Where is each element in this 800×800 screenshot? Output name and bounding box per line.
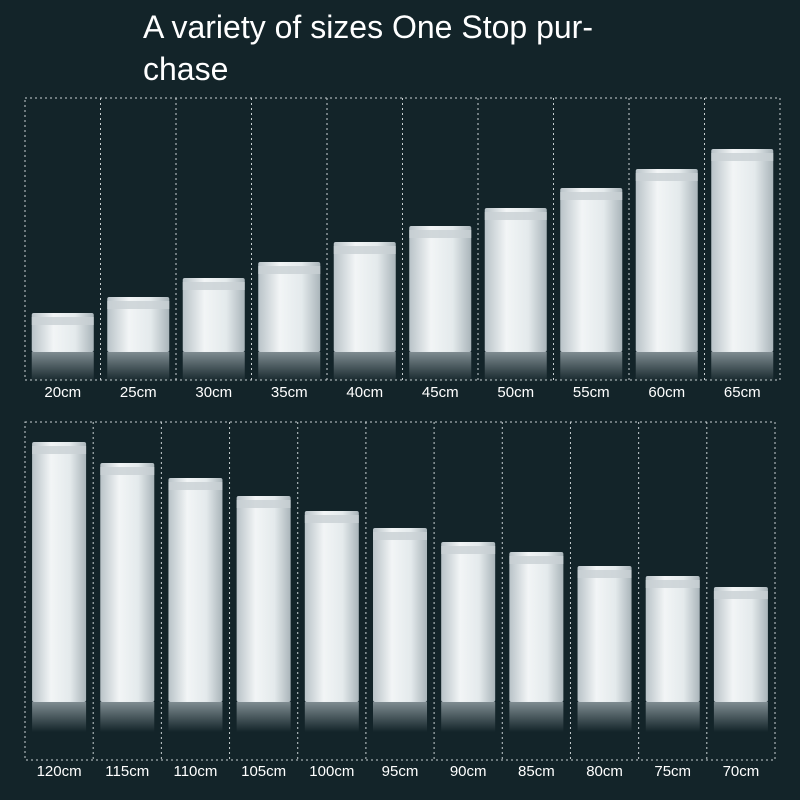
size-label: 75cm [654, 763, 691, 780]
roll-reflection [100, 702, 155, 732]
size-label: 30cm [195, 384, 232, 401]
roll-reflection [236, 702, 291, 732]
roll-reflection [182, 352, 245, 382]
roll-band [373, 532, 427, 540]
roll-band [509, 556, 564, 564]
roll-reflection [711, 352, 774, 382]
roll-reflection [409, 352, 472, 382]
roll-reflection [107, 352, 170, 382]
product-grid: 20cm 25cm 30cm 35cm 40cm 45cm 50cm 55cm 60cm 65cm… [24, 97, 781, 780]
roll-reflection [304, 702, 359, 732]
roll [304, 511, 359, 702]
roll-band [31, 317, 94, 325]
roll-band [409, 230, 472, 238]
roll [635, 169, 698, 352]
roll-band [107, 301, 170, 309]
roll [107, 297, 170, 352]
frame [24, 421, 776, 761]
roll-band [333, 246, 396, 254]
size-label: 60cm [648, 384, 685, 401]
roll [509, 552, 564, 702]
roll-band [560, 192, 623, 200]
roll-band [484, 212, 547, 220]
roll-reflection [509, 702, 564, 732]
roll [236, 496, 291, 702]
roll-reflection [258, 352, 321, 382]
roll-band [711, 153, 774, 161]
size-label: 25cm [120, 384, 157, 401]
size-label: 45cm [422, 384, 459, 401]
roll [484, 208, 547, 352]
roll-band [32, 446, 87, 454]
size-label: 120cm [37, 763, 82, 780]
roll-band [168, 482, 223, 490]
roll-reflection [635, 352, 698, 382]
roll [100, 463, 155, 702]
size-label: 110cm [173, 763, 217, 780]
roll-reflection [32, 702, 87, 732]
roll-band [258, 266, 321, 274]
roll-band [441, 546, 496, 554]
roll-band [304, 515, 359, 523]
roll-band [236, 500, 291, 508]
roll-reflection [713, 702, 768, 732]
roll-reflection [31, 352, 94, 382]
size-label: 55cm [573, 384, 610, 401]
roll [645, 576, 700, 702]
roll [713, 587, 768, 702]
size-label: 85cm [518, 763, 555, 780]
roll-reflection [333, 352, 396, 382]
roll [182, 278, 245, 352]
size-label: 65cm [724, 384, 761, 401]
roll [168, 478, 223, 702]
roll [711, 149, 774, 352]
frame [24, 97, 781, 381]
size-label: 35cm [271, 384, 308, 401]
roll [577, 566, 632, 702]
roll [409, 226, 472, 352]
roll-reflection [484, 352, 547, 382]
size-label: 20cm [44, 384, 81, 401]
size-label: 40cm [346, 384, 383, 401]
roll-band [635, 173, 698, 181]
roll [333, 242, 396, 352]
roll [258, 262, 321, 352]
size-label: 100cm [309, 763, 354, 780]
size-label: 70cm [723, 763, 760, 780]
roll [373, 528, 427, 702]
roll-band [182, 282, 245, 290]
size-label: 80cm [586, 763, 623, 780]
title-line: A variety of sizes One Stop pur- [143, 9, 593, 45]
roll-band [713, 591, 768, 599]
title-line: chase [143, 51, 228, 87]
roll-reflection [577, 702, 632, 732]
roll-reflection [441, 702, 496, 732]
roll-band [577, 570, 632, 578]
roll-band [100, 467, 155, 475]
size-label: 90cm [450, 763, 487, 780]
roll [560, 188, 623, 352]
roll-band [645, 580, 700, 588]
size-label: 115cm [105, 763, 149, 780]
roll [441, 542, 496, 702]
roll-reflection [373, 702, 427, 732]
size-label: 50cm [497, 384, 534, 401]
roll-reflection [168, 702, 223, 732]
roll-reflection [560, 352, 623, 382]
size-label: 95cm [382, 763, 419, 780]
roll [32, 442, 87, 702]
roll-reflection [645, 702, 700, 732]
size-label: 105cm [241, 763, 286, 780]
